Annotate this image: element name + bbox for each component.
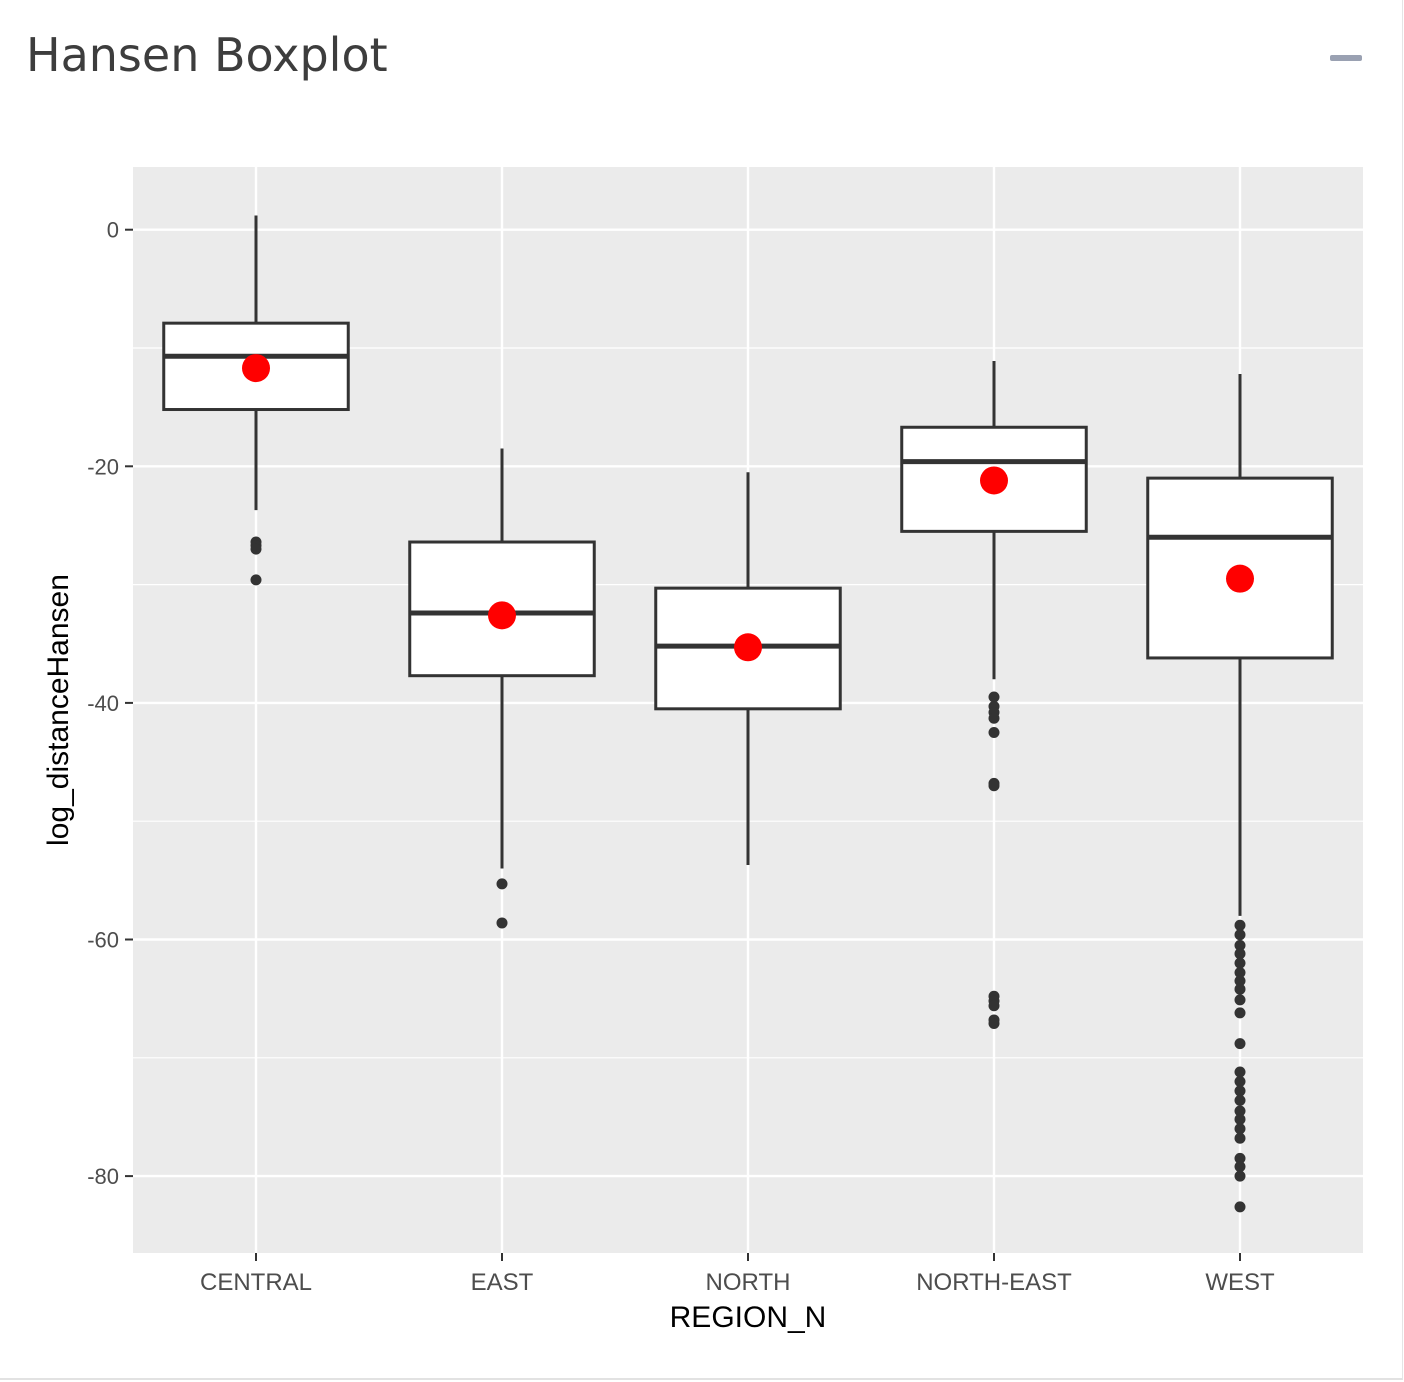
x-axis-title: REGION_N [670, 1301, 827, 1334]
outlier-point [1234, 1066, 1246, 1078]
outlier-point [1234, 929, 1246, 941]
outlier-point [1234, 948, 1246, 960]
outlier-point [1234, 1075, 1246, 1087]
collapse-button[interactable] [1320, 44, 1370, 74]
y-tick-label: -40 [87, 691, 119, 716]
outlier-point [250, 543, 262, 555]
x-tick-label: CENTRAL [200, 1269, 312, 1296]
minus-icon [1330, 55, 1362, 61]
y-tick-label: -60 [87, 928, 119, 953]
outlier-point [1234, 1085, 1246, 1097]
outlier-point [1234, 1132, 1246, 1144]
outlier-point [1234, 919, 1246, 931]
outlier-point [250, 574, 262, 586]
outlier-point [496, 878, 508, 890]
outlier-point [988, 1000, 1000, 1012]
axes: 0 -20 -40 -60 -80 CENTRAL EAST NORTH NORTH-EAST W… [87, 218, 1275, 1296]
outlier-point [1234, 1038, 1246, 1050]
box-west [1146, 374, 1334, 1213]
outlier-point [1234, 983, 1246, 995]
outlier-point [1234, 1161, 1246, 1173]
mean-point [734, 633, 762, 662]
outlier-point [988, 691, 1000, 703]
outlier-point [1234, 957, 1246, 969]
outlier-point [1234, 1152, 1246, 1164]
outlier-point [1234, 1201, 1246, 1213]
outlier-point [1234, 1170, 1246, 1182]
box-central [162, 215, 350, 586]
y-tick-label: -20 [87, 454, 119, 479]
outlier-point [1234, 1094, 1246, 1106]
box-north-east [900, 361, 1088, 1029]
x-tick-label: NORTH-EAST [916, 1269, 1072, 1296]
outlier-point [1234, 939, 1246, 951]
panel-title: Hansen Boxplot [26, 28, 388, 82]
outlier-point [1234, 1123, 1246, 1135]
y-tick-label: -80 [87, 1164, 119, 1189]
outlier-point [1234, 967, 1246, 979]
y-tick-label: 0 [107, 218, 119, 243]
mean-point [1226, 564, 1254, 593]
boxes [162, 215, 1334, 1213]
x-tick-label: WEST [1205, 1269, 1275, 1296]
outlier-point [496, 917, 508, 929]
x-tick-label: EAST [471, 1269, 534, 1296]
outlier-point [1234, 1105, 1246, 1117]
outlier-point [1234, 975, 1246, 987]
outlier-point [988, 712, 1000, 724]
mean-point [242, 354, 270, 383]
mean-point [980, 466, 1008, 495]
outlier-point [1234, 1007, 1246, 1019]
outlier-point [1234, 1113, 1246, 1125]
outlier-point [1234, 994, 1246, 1006]
outlier-point [988, 1017, 1000, 1029]
x-tick-label: NORTH [706, 1269, 791, 1296]
outlier-point [988, 726, 1000, 738]
y-axis-title: log_distanceHansen [42, 574, 75, 846]
mean-point [488, 601, 516, 630]
box-east [408, 448, 596, 929]
box-north [654, 472, 842, 865]
outlier-point [988, 780, 1000, 792]
